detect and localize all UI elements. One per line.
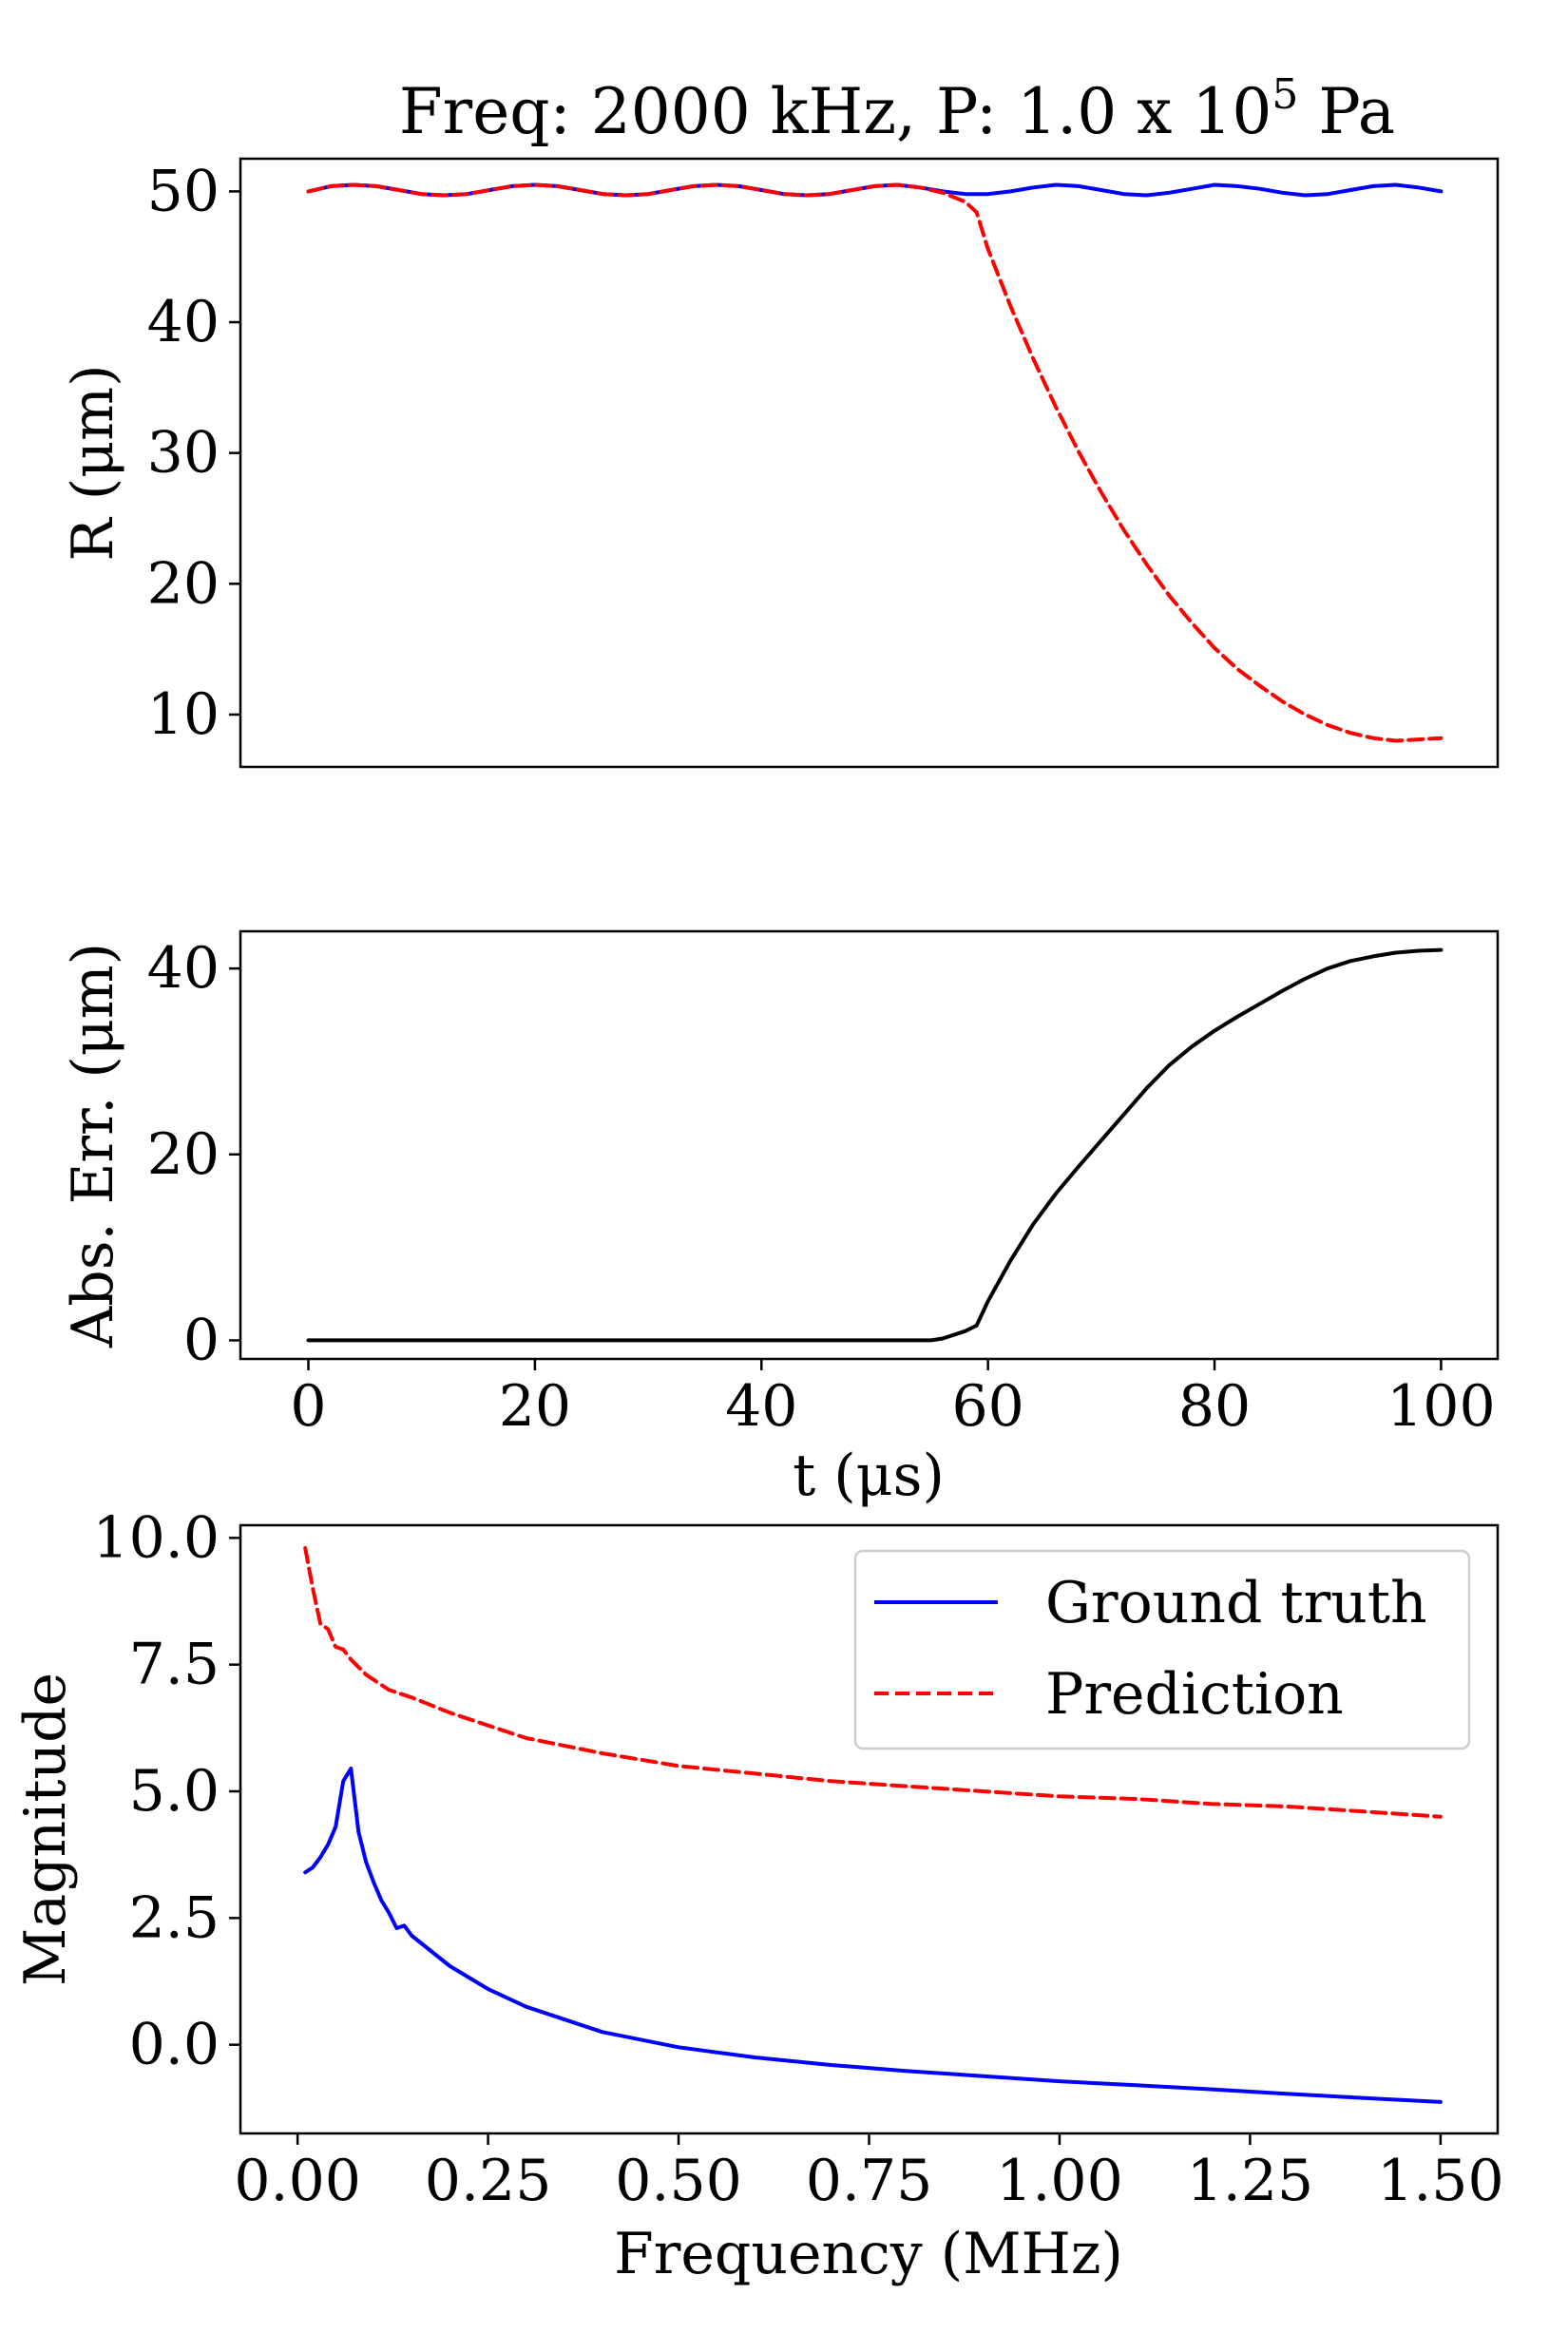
absolute-error-x-tick-label: 20 <box>499 1373 571 1440</box>
spectrum-y-tick-label: 10.0 <box>92 1504 220 1571</box>
absolute-error-x-tick-label: 60 <box>951 1373 1023 1440</box>
spectrum-x-tick-label: 1.25 <box>1187 2148 1314 2214</box>
legend-box <box>853 1549 1471 1750</box>
error-y-axis-label: Abs. Err. (μm) <box>60 943 126 1348</box>
spectrum-panel: 0.0 2.5 5.0 7.5 10.0 0.00 0.25 0.50 0.75 1.00 1.25… <box>12 1504 1504 2287</box>
absolute-error-x-tick-label: 40 <box>725 1373 797 1440</box>
radius-series <box>306 182 1444 743</box>
spectrum-x-tick-label: 0.00 <box>234 2148 361 2214</box>
spectrum-y-tick-label: 7.5 <box>129 1632 220 1698</box>
radius-y-tick-label: 40 <box>147 289 220 355</box>
title-exponent: 5 <box>1272 70 1298 119</box>
spectrum-y-tick-label: 0.0 <box>129 2012 220 2078</box>
radius-panel: 10 20 30 40 50 R (μm) <box>60 157 1500 769</box>
radius-y-tick-label: 10 <box>147 681 220 748</box>
spectrum-series <box>303 1546 1443 2104</box>
radius-y-tick-label: 30 <box>147 420 220 487</box>
radius-axes-frame <box>239 157 1500 769</box>
error-axes-frame <box>239 929 1500 1361</box>
absolute-error-y-tick-label: 0 <box>183 1307 220 1373</box>
radius-prediction-line <box>306 182 1444 743</box>
spectrum-x-tick-label: 0.25 <box>425 2148 552 2214</box>
spectrum-x-tick-label: 0.75 <box>806 2148 933 2214</box>
error-panel: 0 20 40 0 20 40 60 80 100 Abs. Err. (μm) t (μs) <box>60 929 1500 1509</box>
title-prefix: Freq: 2000 kHz, P: 1.0 x <box>399 75 1193 148</box>
absolute-error-x-tick-label: 0 <box>290 1373 326 1440</box>
spectrum-x-tick-label: 1.00 <box>996 2148 1123 2214</box>
title-base: 10 <box>1192 75 1272 148</box>
radius-y-axis-label: R (μm) <box>60 365 126 562</box>
figure-title: Freq: 2000 kHz, P: 1.0 x 105 Pa <box>399 70 1395 148</box>
absolute-error-y-tick-label: 20 <box>147 1121 220 1188</box>
spectrum-ground-truth-line <box>303 1767 1443 2104</box>
radius-y-tick-label: 20 <box>147 550 220 617</box>
spectrum-prediction-line <box>303 1546 1443 1819</box>
error-ticks: 0 20 40 0 20 40 60 80 100 <box>147 935 1496 1440</box>
radius-y-tick-label: 50 <box>147 158 220 224</box>
spectrum-y-tick-label: 5.0 <box>129 1758 220 1825</box>
title-suffix: Pa <box>1298 75 1395 148</box>
spectrum-x-axis-label: Frequency (MHz) <box>614 2221 1123 2287</box>
absolute-error-x-tick-label: 80 <box>1178 1373 1251 1440</box>
legend: Ground truth Prediction <box>853 1549 1471 1750</box>
spectrum-x-tick-label: 0.50 <box>615 2148 742 2214</box>
legend-prediction-label: Prediction <box>1045 1661 1344 1728</box>
spectrum-y-axis-label: Magnitude <box>12 1673 79 1986</box>
spectrum-y-tick-label: 2.5 <box>129 1884 220 1951</box>
error-series <box>306 947 1444 1343</box>
legend-ground-truth-label: Ground truth <box>1045 1570 1427 1636</box>
absolute-error-abs-err-line <box>306 947 1444 1343</box>
absolute-error-x-tick-label: 100 <box>1386 1373 1496 1440</box>
absolute-error-y-tick-label: 40 <box>147 935 220 1002</box>
error-x-axis-label: t (μs) <box>793 1443 945 1509</box>
spectrum-ticks: 0.0 2.5 5.0 7.5 10.0 0.00 0.25 0.50 0.75 1.00 1.25… <box>92 1504 1503 2214</box>
radius-ticks: 10 20 30 40 50 <box>147 158 240 748</box>
spectrum-x-tick-label: 1.50 <box>1377 2148 1504 2214</box>
